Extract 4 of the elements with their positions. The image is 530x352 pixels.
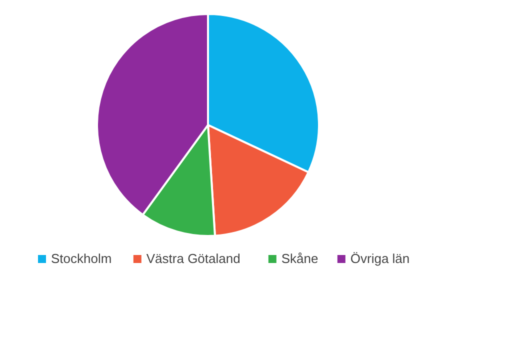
legend-label: Skåne (281, 251, 318, 266)
legend-label: Stockholm (51, 251, 112, 266)
legend-label: Övriga län (350, 251, 410, 266)
legend-label: Västra Götaland (146, 251, 240, 266)
